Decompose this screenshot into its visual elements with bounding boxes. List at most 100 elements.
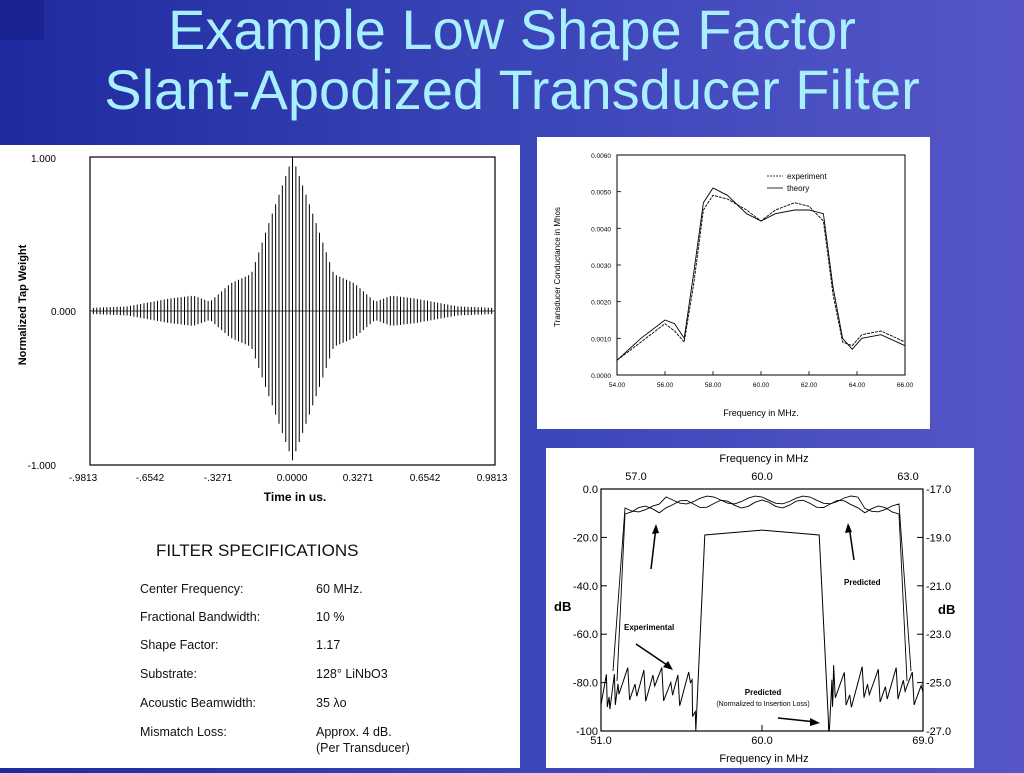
- tap-xtick: -.9813: [69, 473, 98, 484]
- frequency-response-panel: Frequency in MHz Frequency in MHz dB dB …: [546, 448, 974, 768]
- cond-ytick-label: 0.0060: [591, 153, 611, 160]
- resp-series-ripple-predicted: [616, 499, 908, 682]
- spec-value: 1.17: [316, 638, 341, 652]
- title-line-2: Slant-Apodized Transducer Filter: [104, 58, 920, 121]
- slide-title: Example Low Shape Factor Slant-Apodized …: [0, 0, 1024, 120]
- resp-right-tick-label: -27.0: [926, 726, 951, 738]
- cond-ytick-label: 0.0000: [591, 373, 611, 380]
- arrowhead-predicted-bottom: [810, 718, 820, 726]
- spec-row-acoustic-beamwidth: Acoustic Beamwidth: 35 λo: [140, 696, 480, 712]
- specs-heading: FILTER SPECIFICATIONS: [156, 541, 359, 560]
- tap-xtick: -.3271: [204, 473, 233, 484]
- cond-xtick-label: 58.00: [705, 382, 722, 389]
- frequency-response-chart: Frequency in MHz Frequency in MHz dB dB …: [554, 453, 955, 765]
- resp-ticks: 0.0 -20.0 -40.0 -60.0 -80.0 -100 -17.0 -19.0 -21…: [573, 471, 951, 747]
- cond-xtick-label: 66.00: [897, 382, 914, 389]
- resp-series-ripple-measured: [612, 495, 912, 672]
- resp-left-tick-label: -100: [576, 726, 598, 738]
- arrow-predicted-top: [650, 526, 657, 570]
- tap-ytick: 1.000: [31, 154, 56, 165]
- resp-top-label: Frequency in MHz: [719, 453, 808, 465]
- annotation-predicted-bottom: Predicted: [745, 688, 782, 697]
- tap-bars: [89, 157, 496, 461]
- resp-right-tick-label: -17.0: [926, 484, 951, 496]
- resp-right-tick-label: -21.0: [926, 581, 951, 593]
- cond-ytick-label: 0.0040: [591, 226, 611, 233]
- spec-label: Fractional Bandwidth:: [140, 610, 261, 624]
- resp-right-tick-label: -19.0: [926, 532, 951, 544]
- cond-lines: [616, 187, 906, 361]
- annotation-predicted-top: Predicted: [844, 578, 881, 587]
- spec-label: Center Frequency:: [140, 582, 244, 596]
- resp-top-tick-label: 60.0: [751, 471, 772, 483]
- cond-ytick-label: 0.0020: [591, 300, 611, 307]
- spec-row-shape-factor: Shape Factor: 1.17: [140, 638, 480, 654]
- spec-value: 10 %: [316, 610, 345, 624]
- conductance-chart: 0.0060 0.0050 0.0040 0.0030 0.0020 0.0010 0.00…: [553, 153, 914, 418]
- resp-left-tick-label: -80.0: [573, 678, 598, 690]
- spec-label: Acoustic Beamwidth:: [140, 696, 257, 710]
- resp-bottom-tick-label: 69.0: [912, 735, 933, 747]
- resp-bottom-tick-label: 60.0: [751, 735, 772, 747]
- resp-left-tick-label: -60.0: [573, 629, 598, 641]
- tap-xtick: 0.6542: [410, 473, 441, 484]
- cond-xlabel: Frequency in MHz.: [723, 408, 799, 418]
- resp-left-tick-label: -40.0: [573, 581, 598, 593]
- spec-value: 60 MHz.: [316, 582, 363, 596]
- resp-bottom-tick-label: 51.0: [590, 735, 611, 747]
- spec-row-center-frequency: Center Frequency: 60 MHz.: [140, 582, 480, 598]
- cond-series-theory: [616, 187, 906, 361]
- tap-xtick: -.6542: [136, 473, 165, 484]
- spec-label: Substrate:: [140, 667, 197, 681]
- tap-weight-chart: 1.000 0.000 -1.000 -.9813 -.6542 -.3271 …: [17, 154, 508, 504]
- legend-theory: theory: [787, 184, 809, 193]
- cond-ytick-label: 0.0030: [591, 263, 611, 270]
- spec-row-mismatch-note: (Per Transducer): [140, 741, 480, 757]
- resp-right-tick-label: -23.0: [926, 629, 951, 641]
- tap-weight-panel: 1.000 0.000 -1.000 -.9813 -.6542 -.3271 …: [0, 145, 520, 768]
- arrowhead-predicted-top: [652, 524, 659, 534]
- tap-ytick: 0.000: [51, 307, 76, 318]
- cond-ytick-label: 0.0010: [591, 336, 611, 343]
- arrowhead-experimental: [663, 661, 673, 670]
- cond-xtick-label: 60.00: [753, 382, 770, 389]
- cond-ylabel: Transducer Conductance in Mhos: [553, 207, 562, 327]
- annotation-predicted-bottom-note: (Normalized to Insertion Loss): [716, 701, 809, 708]
- legend-experiment: experiment: [787, 172, 827, 181]
- resp-series-experimental: [600, 529, 924, 732]
- slide-corner-decoration: [0, 0, 44, 40]
- resp-lines: [600, 495, 924, 732]
- tap-xtick: 0.9813: [477, 473, 508, 484]
- tap-ylabel: Normalized Tap Weight: [17, 244, 29, 365]
- cond-xtick-label: 64.00: [849, 382, 866, 389]
- cond-xtick-label: 56.00: [657, 382, 674, 389]
- tap-xtick: 0.0000: [277, 473, 308, 484]
- arrow-predicted-bottom: [777, 717, 817, 723]
- resp-left-tick-label: 0.0: [583, 484, 598, 496]
- cond-plot-frame: [616, 154, 906, 376]
- annotation-experimental: Experimental: [624, 623, 674, 632]
- spec-value: Approx. 4 dB.: [316, 725, 392, 739]
- cond-xtick-label: 62.00: [801, 382, 818, 389]
- title-line-1: Example Low Shape Factor: [168, 0, 856, 61]
- spec-row-substrate: Substrate: 128° LiNbO3: [140, 667, 480, 683]
- cond-ytick-label: 0.0050: [591, 190, 611, 197]
- resp-top-tick-label: 57.0: [625, 471, 646, 483]
- resp-bottom-label: Frequency in MHz: [719, 753, 808, 765]
- resp-right-unit: dB: [938, 602, 955, 617]
- cond-xtick-label: 54.00: [609, 382, 626, 389]
- resp-top-tick-label: 63.0: [897, 471, 918, 483]
- cond-ticks: 0.0060 0.0050 0.0040 0.0030 0.0020 0.0010 0.00…: [591, 153, 913, 389]
- cond-series-experiment: [616, 194, 906, 361]
- resp-left-unit: dB: [554, 599, 571, 614]
- tap-ytick: -1.000: [28, 461, 57, 472]
- conductance-panel: 0.0060 0.0050 0.0040 0.0030 0.0020 0.0010 0.00…: [537, 137, 930, 429]
- arrowhead-predicted-right: [845, 523, 852, 533]
- resp-left-tick-label: -20.0: [573, 532, 598, 544]
- spec-value: 35 λo: [316, 696, 347, 710]
- spec-row-fractional-bandwidth: Fractional Bandwidth: 10 %: [140, 610, 480, 626]
- tap-xlabel: Time in us.: [264, 490, 326, 504]
- spec-row-mismatch-loss: Mismatch Loss: Approx. 4 dB.: [140, 725, 480, 741]
- spec-value: 128° LiNbO3: [316, 667, 388, 681]
- spec-label: Shape Factor:: [140, 638, 219, 652]
